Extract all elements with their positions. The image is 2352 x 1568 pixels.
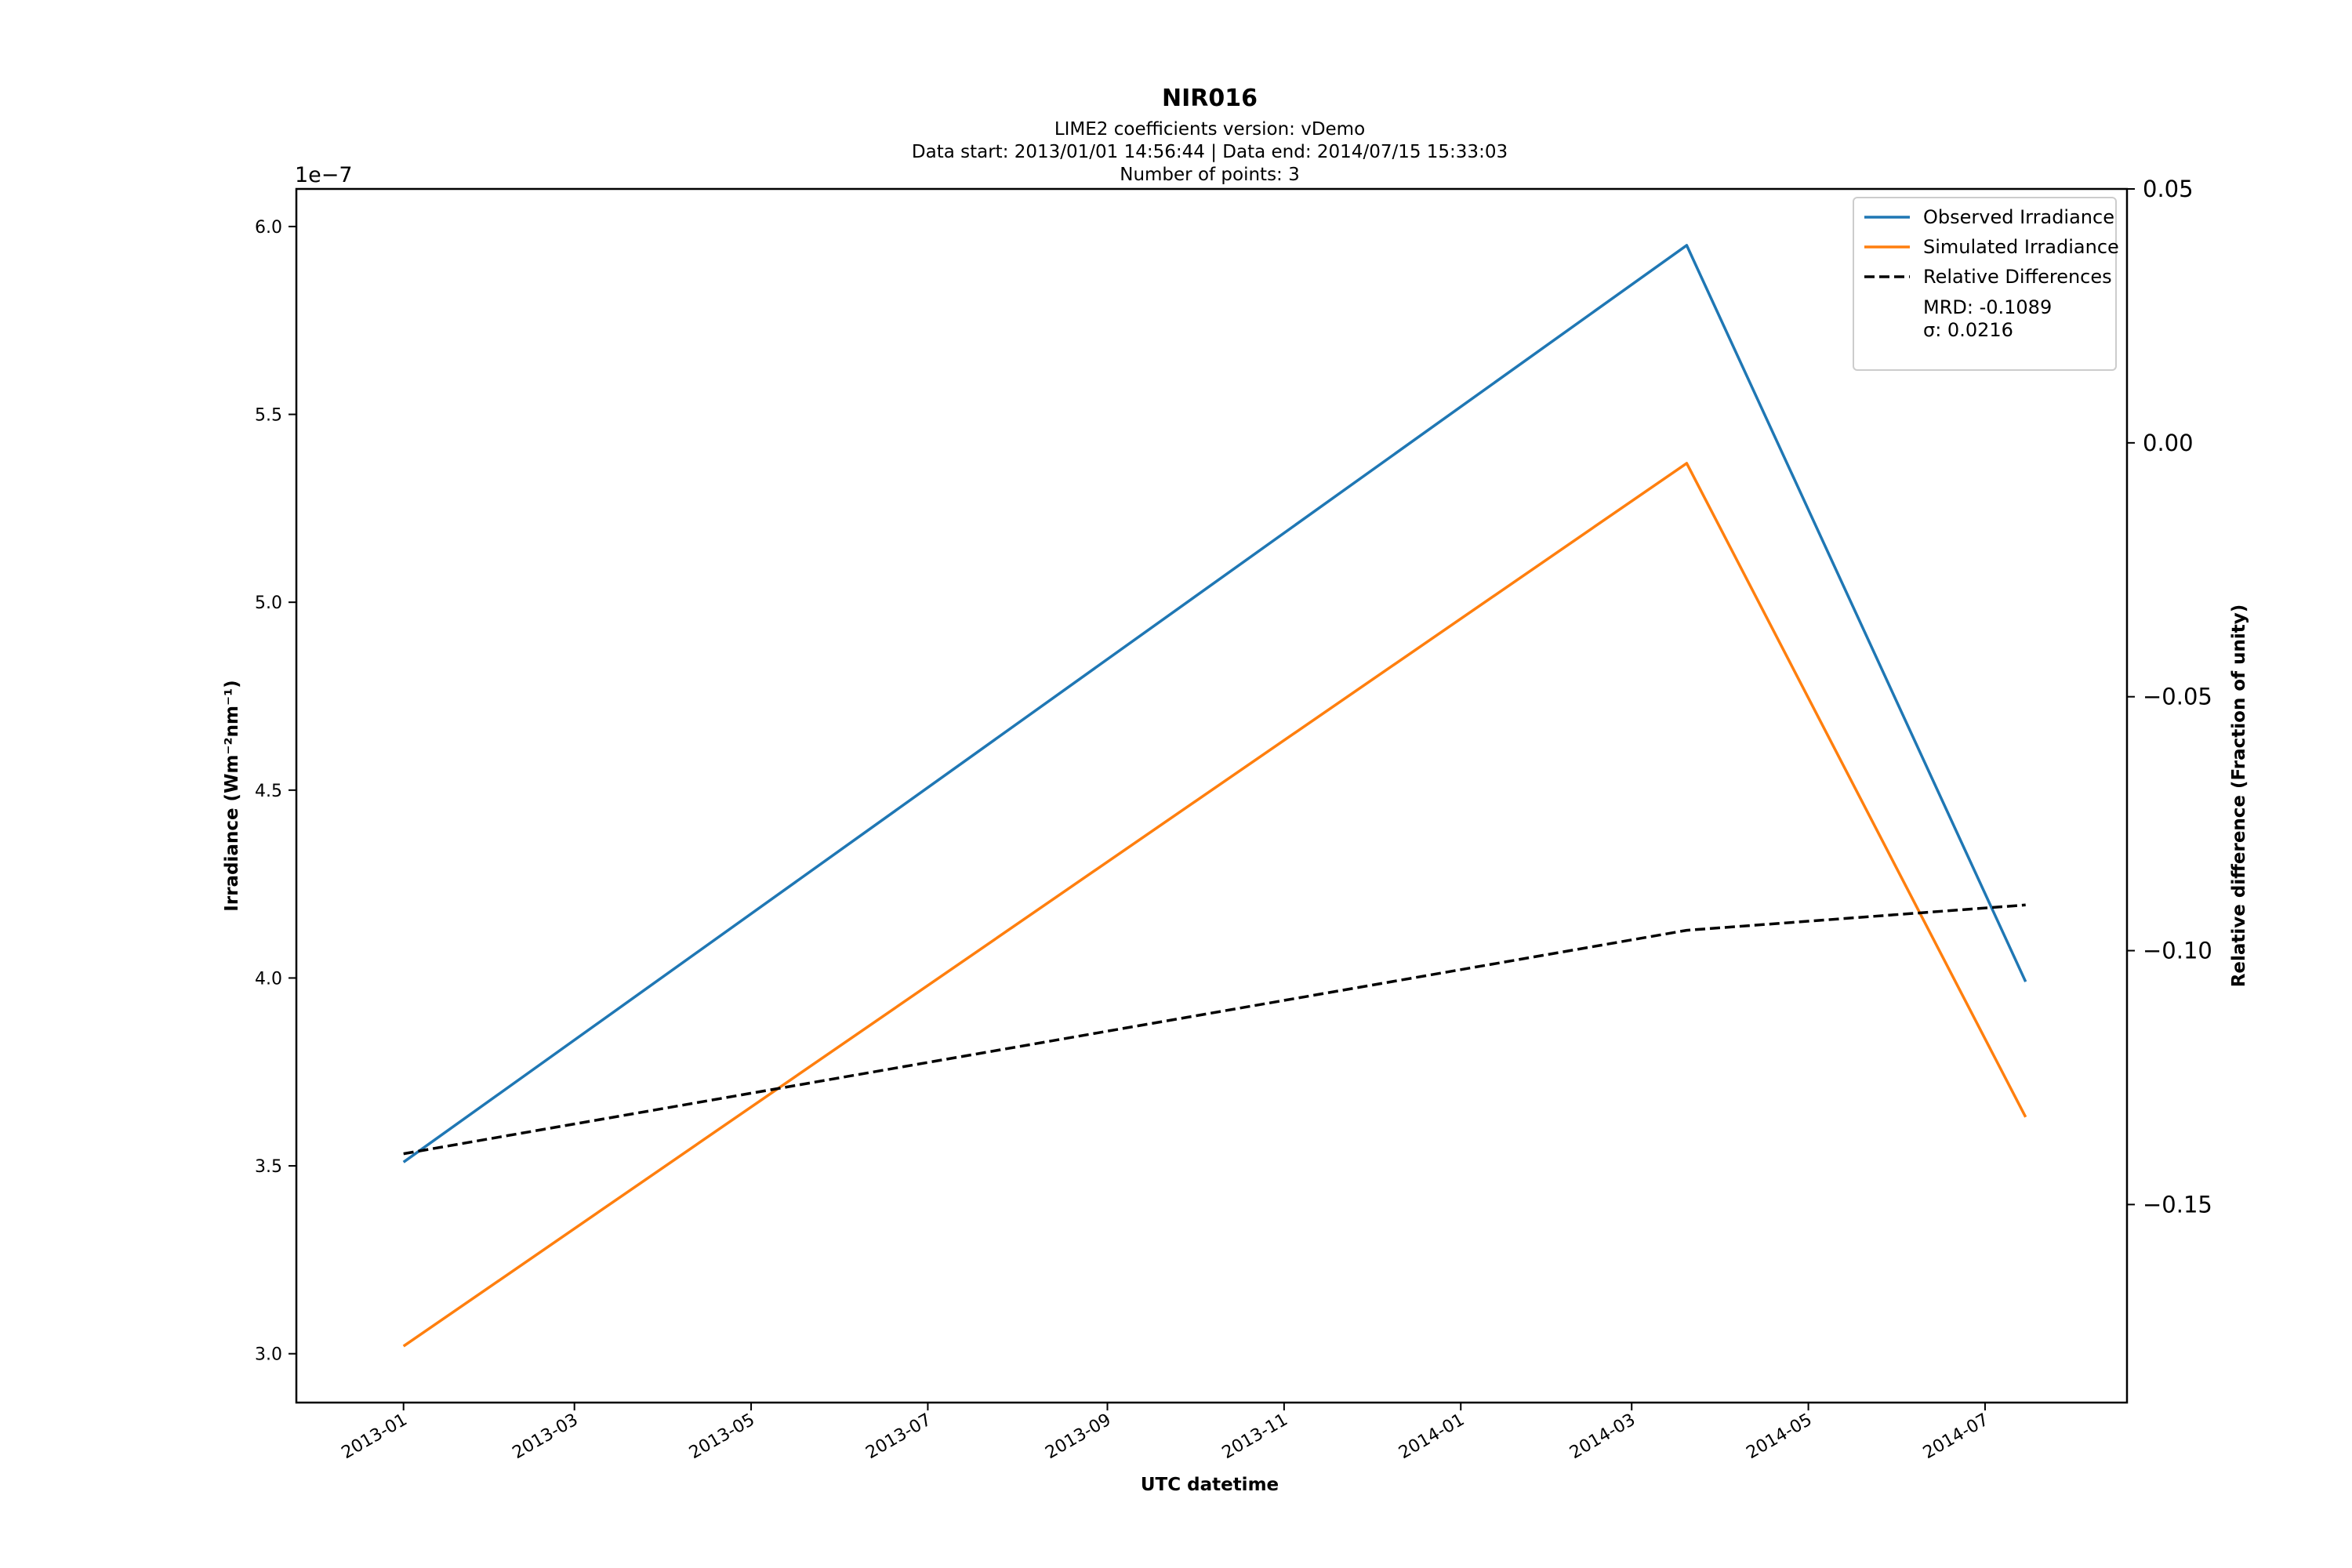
subtitle-line-2: Data start: 2013/01/01 14:56:44 | Data e…	[912, 142, 1508, 162]
legend-label-observed: Observed Irradiance	[1923, 206, 2114, 228]
y-axis-right-label: Relative difference (Fraction of unity)	[2229, 604, 2249, 988]
y-offset-label: 1e−7	[295, 163, 353, 187]
y-left-tick-label: 4.0	[255, 969, 282, 989]
y-left-tick-label: 4.5	[255, 782, 282, 801]
legend-label-reldiff: Relative Differences	[1923, 266, 2112, 288]
legend: Observed Irradiance Simulated Irradiance…	[1853, 197, 2119, 371]
y-left-tick-label: 3.0	[255, 1345, 282, 1365]
series-layer	[402, 244, 2027, 1348]
y-right-tick-label: −0.10	[2143, 938, 2212, 964]
legend-box	[1853, 197, 2117, 371]
y-left-tick-label: 3.5	[255, 1157, 282, 1177]
legend-label-simulated: Simulated Irradiance	[1923, 236, 2119, 258]
y-left-tick-label: 5.0	[255, 593, 282, 613]
y-axis-left-ticks: 3.0 3.5 4.0 4.5 5.0 5.5 6.0	[255, 218, 296, 1365]
y-left-tick-label: 6.0	[255, 218, 282, 238]
subtitle-line-3: Number of points: 3	[1120, 165, 1300, 185]
legend-sigma: σ: 0.0216	[1923, 319, 2013, 341]
legend-mrd: MRD: -0.1089	[1923, 296, 2052, 318]
y-right-tick-label: −0.15	[2143, 1191, 2212, 1218]
y-axis-right-ticks: −0.15 −0.10 −0.05 0.00 0.05	[2127, 176, 2212, 1218]
x-axis-label: UTC datetime	[1141, 1475, 1279, 1495]
chart-title: NIR016	[1162, 85, 1258, 112]
y-axis-left-label: Irradiance (Wm⁻²nm⁻¹)	[222, 680, 242, 911]
subtitle-line-1: LIME2 coefficients version: vDemo	[1054, 119, 1365, 140]
y-right-tick-label: 0.00	[2143, 430, 2194, 456]
plot-frame	[295, 187, 2129, 1404]
y-right-tick-label: −0.05	[2143, 684, 2212, 710]
y-right-tick-label: 0.05	[2143, 176, 2194, 202]
y-left-tick-label: 5.5	[255, 406, 282, 426]
